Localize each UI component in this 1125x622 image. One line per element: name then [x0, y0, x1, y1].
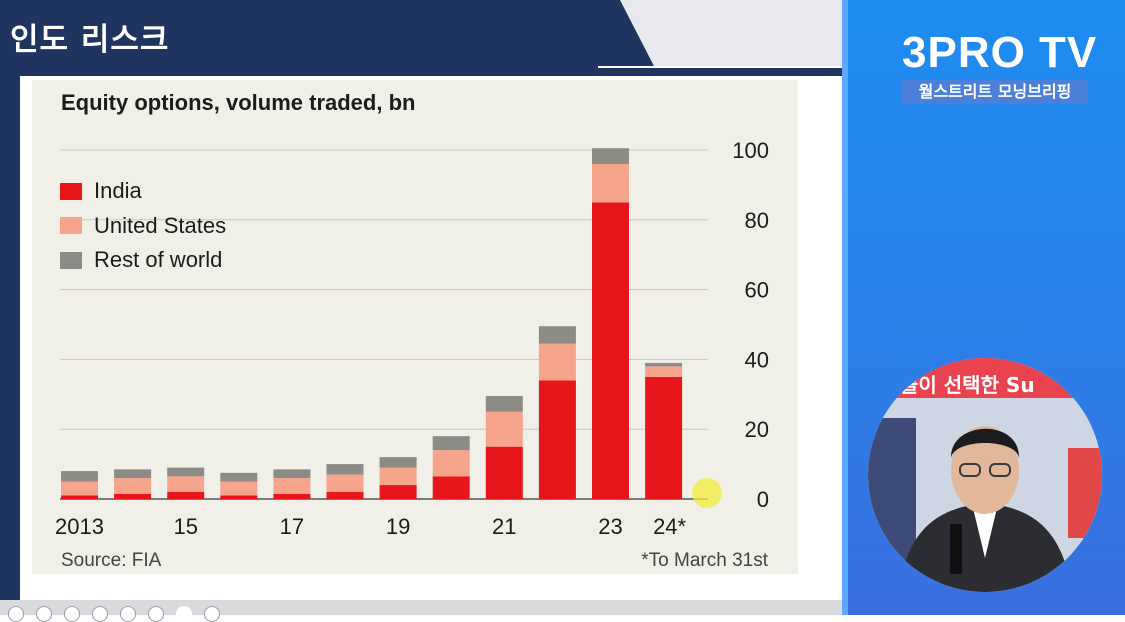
bar-segment-united-states: [485, 411, 523, 447]
bar-segment-united-states: [61, 481, 98, 496]
chart-canvas: 0 20 40 60 80 100 2013 15 17 19 21 23 24*: [55, 138, 769, 539]
program-name: 월스트리트 모닝브리핑: [918, 82, 1072, 101]
bar-segment-rest-of-world: [167, 467, 205, 477]
bar-segment-united-states: [592, 163, 629, 203]
slide-thumb-dot[interactable]: [92, 606, 108, 622]
bar-segment-india: [538, 380, 576, 499]
slide-title: 인도 리스크: [10, 22, 170, 58]
bar-segment-united-states: [326, 474, 364, 493]
cursor-highlight: [692, 478, 722, 508]
x-tick-label: 24*: [653, 514, 686, 539]
bar-segment-rest-of-world: [432, 436, 470, 451]
legend-item-united-states: United States: [60, 209, 226, 244]
x-tick-label: 21: [492, 514, 516, 539]
legend-item-india: India: [60, 174, 226, 209]
channel-logo: 3PRO TV: [902, 28, 1098, 77]
x-tick-label: 17: [280, 514, 304, 539]
bar-segment-rest-of-world: [538, 326, 576, 344]
microphone-icon: [950, 524, 962, 574]
slide-title-bar: [0, 0, 650, 76]
presenter-camera: 들이 선택한 Su: [868, 358, 1102, 592]
x-tick-label: 15: [173, 514, 197, 539]
slide-thumb-dot[interactable]: [204, 606, 220, 622]
bar-segment-united-states: [273, 478, 311, 494]
bar-segment-rest-of-world: [61, 471, 98, 482]
bar-segment-rest-of-world: [485, 396, 523, 412]
legend-swatch-united-states: [60, 217, 82, 235]
bar-segment-rest-of-world: [220, 472, 258, 482]
presenter-video: 들이 선택한 Su: [868, 358, 1102, 592]
bar-segment-rest-of-world: [273, 469, 311, 479]
chart-legend: India United States Rest of world: [60, 174, 226, 278]
backdrop-banner: [868, 358, 1102, 398]
broadcast-panel-edge: [842, 0, 848, 615]
slide-thumb-dot[interactable]: [64, 606, 80, 622]
presenter-face: [951, 426, 1019, 514]
chart-source: Source: FIA: [61, 550, 162, 571]
y-tick-label: 100: [732, 138, 769, 163]
bar-segment-united-states: [538, 343, 576, 381]
legend-label-rest-of-world: Rest of world: [94, 247, 223, 273]
glasses-icon: [959, 463, 981, 477]
bar-segment-india: [432, 476, 470, 499]
bar-segment-united-states: [220, 481, 258, 496]
bar-segment-india: [645, 376, 683, 499]
title-bar-accent: [620, 0, 842, 68]
presenter-hair: [950, 428, 1020, 458]
slide-thumb-dot[interactable]: [36, 606, 52, 622]
bar-segment-india: [326, 492, 364, 499]
x-tick-label: 2013: [55, 514, 104, 539]
bar-segment-india: [379, 485, 417, 499]
bar-segment-india: [114, 493, 152, 499]
backdrop-panel-left: [868, 418, 916, 568]
legend-item-rest-of-world: Rest of world: [60, 243, 226, 278]
title-underline: [598, 66, 842, 68]
program-name-box: [902, 80, 1088, 104]
y-tick-label: 40: [745, 347, 769, 372]
bar-segment-united-states: [379, 467, 417, 486]
bar-segment-rest-of-world: [592, 148, 629, 164]
bar-segment-india: [485, 446, 523, 499]
bar-segment-india: [220, 495, 258, 499]
bar-segment-india: [167, 492, 205, 499]
y-tick-label: 20: [745, 417, 769, 442]
glasses-icon: [989, 463, 1011, 477]
chart-title: Equity options, volume traded, bn: [61, 90, 416, 115]
y-tick-label: 80: [745, 208, 769, 233]
bar-segment-rest-of-world: [379, 457, 417, 468]
bar-segment-rest-of-world: [326, 464, 364, 475]
legend-label-united-states: United States: [94, 212, 227, 238]
bar-segment-united-states: [432, 450, 470, 477]
x-tick-label: 19: [386, 514, 410, 539]
presenter-shirt: [973, 508, 997, 558]
legend-swatch-india: [60, 182, 82, 200]
x-tick-label: 23: [598, 514, 622, 539]
bar-segment-united-states: [645, 366, 683, 377]
equity-options-chart: 0 20 40 60 80 100 2013 15 17 19 21 23 24* Equity opt…: [32, 80, 798, 574]
y-tick-label: 60: [745, 278, 769, 303]
chart-footnote: *To March 31st: [641, 550, 768, 571]
bar-segment-rest-of-world: [114, 469, 152, 479]
slide-thumb-dot[interactable]: [8, 606, 24, 622]
slide-thumb-dot-active[interactable]: [176, 606, 192, 622]
bar-segment-india: [273, 493, 311, 499]
backdrop-banner-text: 들이 선택한 Su: [900, 373, 1035, 397]
y-tick-label: 0: [757, 487, 769, 512]
slide-thumb-dot[interactable]: [148, 606, 164, 622]
bar-segment-united-states: [167, 476, 205, 493]
slide-thumb-dot[interactable]: [120, 606, 136, 622]
bar-segment-india: [61, 495, 98, 499]
backdrop-panel-right: [1068, 448, 1102, 538]
legend-swatch-rest-of-world: [60, 251, 82, 269]
bar-segment-rest-of-world: [645, 362, 683, 367]
bar-segment-united-states: [114, 478, 152, 494]
legend-label-india: India: [94, 178, 142, 204]
bar-segment-india: [592, 202, 629, 499]
